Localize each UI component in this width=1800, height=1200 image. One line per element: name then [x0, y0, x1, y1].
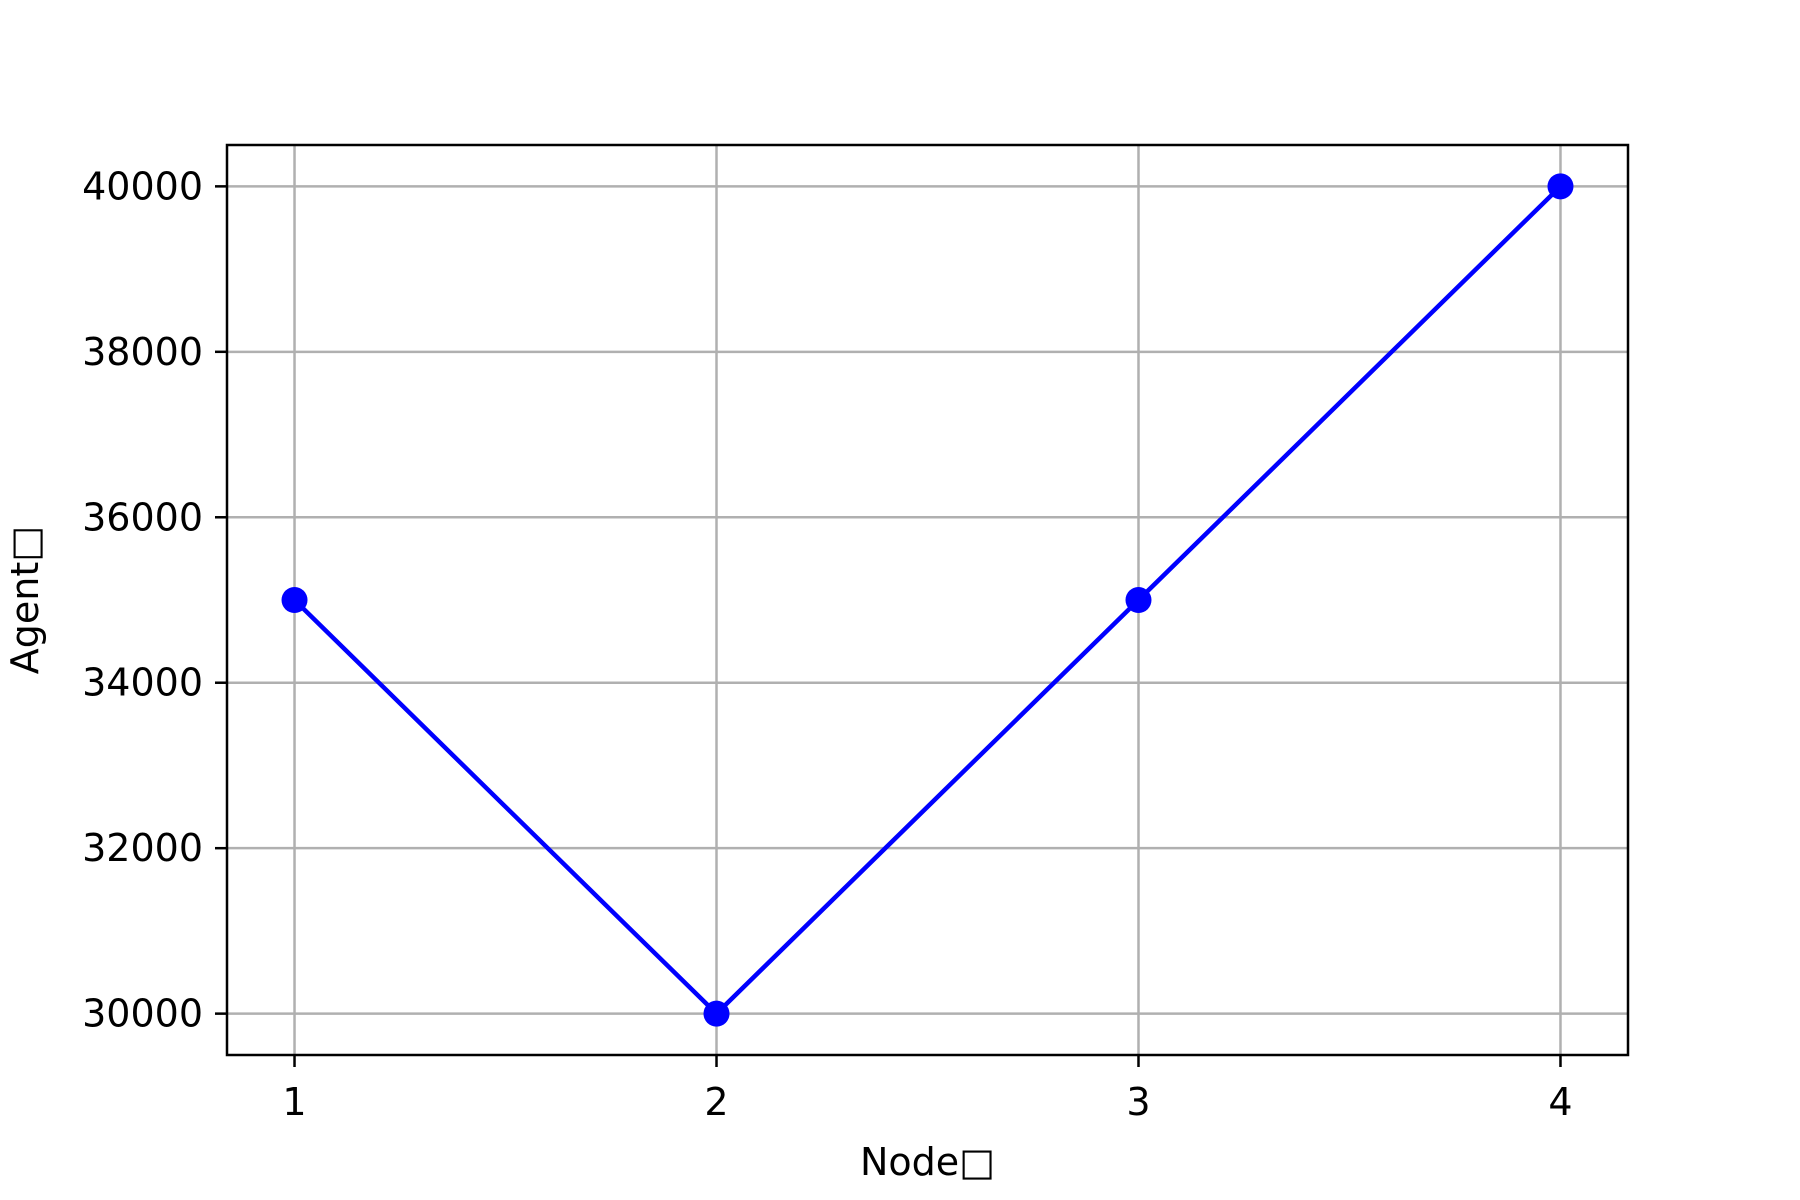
y-tick-label: 38000: [82, 330, 203, 374]
x-tick-label: 4: [1548, 1080, 1572, 1124]
y-axis-label: Agent□: [3, 526, 47, 674]
series-layer: [281, 173, 1574, 1027]
grid: [227, 145, 1628, 1055]
data-point: [281, 587, 308, 613]
x-tick-label: 2: [704, 1080, 728, 1124]
data-point: [1547, 173, 1574, 200]
series-line: [292, 184, 1563, 1016]
y-tick-label: 32000: [82, 826, 203, 870]
y-tick-label: 30000: [82, 992, 203, 1036]
x-tick-label: 3: [1126, 1080, 1150, 1124]
x-axis: 1 2 3 4: [282, 1055, 1573, 1124]
y-tick-label: 40000: [82, 164, 203, 208]
x-axis-label: Node□: [860, 1140, 995, 1184]
y-axis: 30000 32000 34000 36000 38000 40000: [82, 164, 227, 1036]
data-point: [703, 1000, 730, 1027]
y-tick-label: 34000: [82, 661, 203, 705]
plot-frame: [225, 143, 1630, 1057]
y-tick-label: 36000: [82, 495, 203, 539]
data-point: [1125, 587, 1152, 613]
x-tick-label: 1: [282, 1080, 306, 1124]
